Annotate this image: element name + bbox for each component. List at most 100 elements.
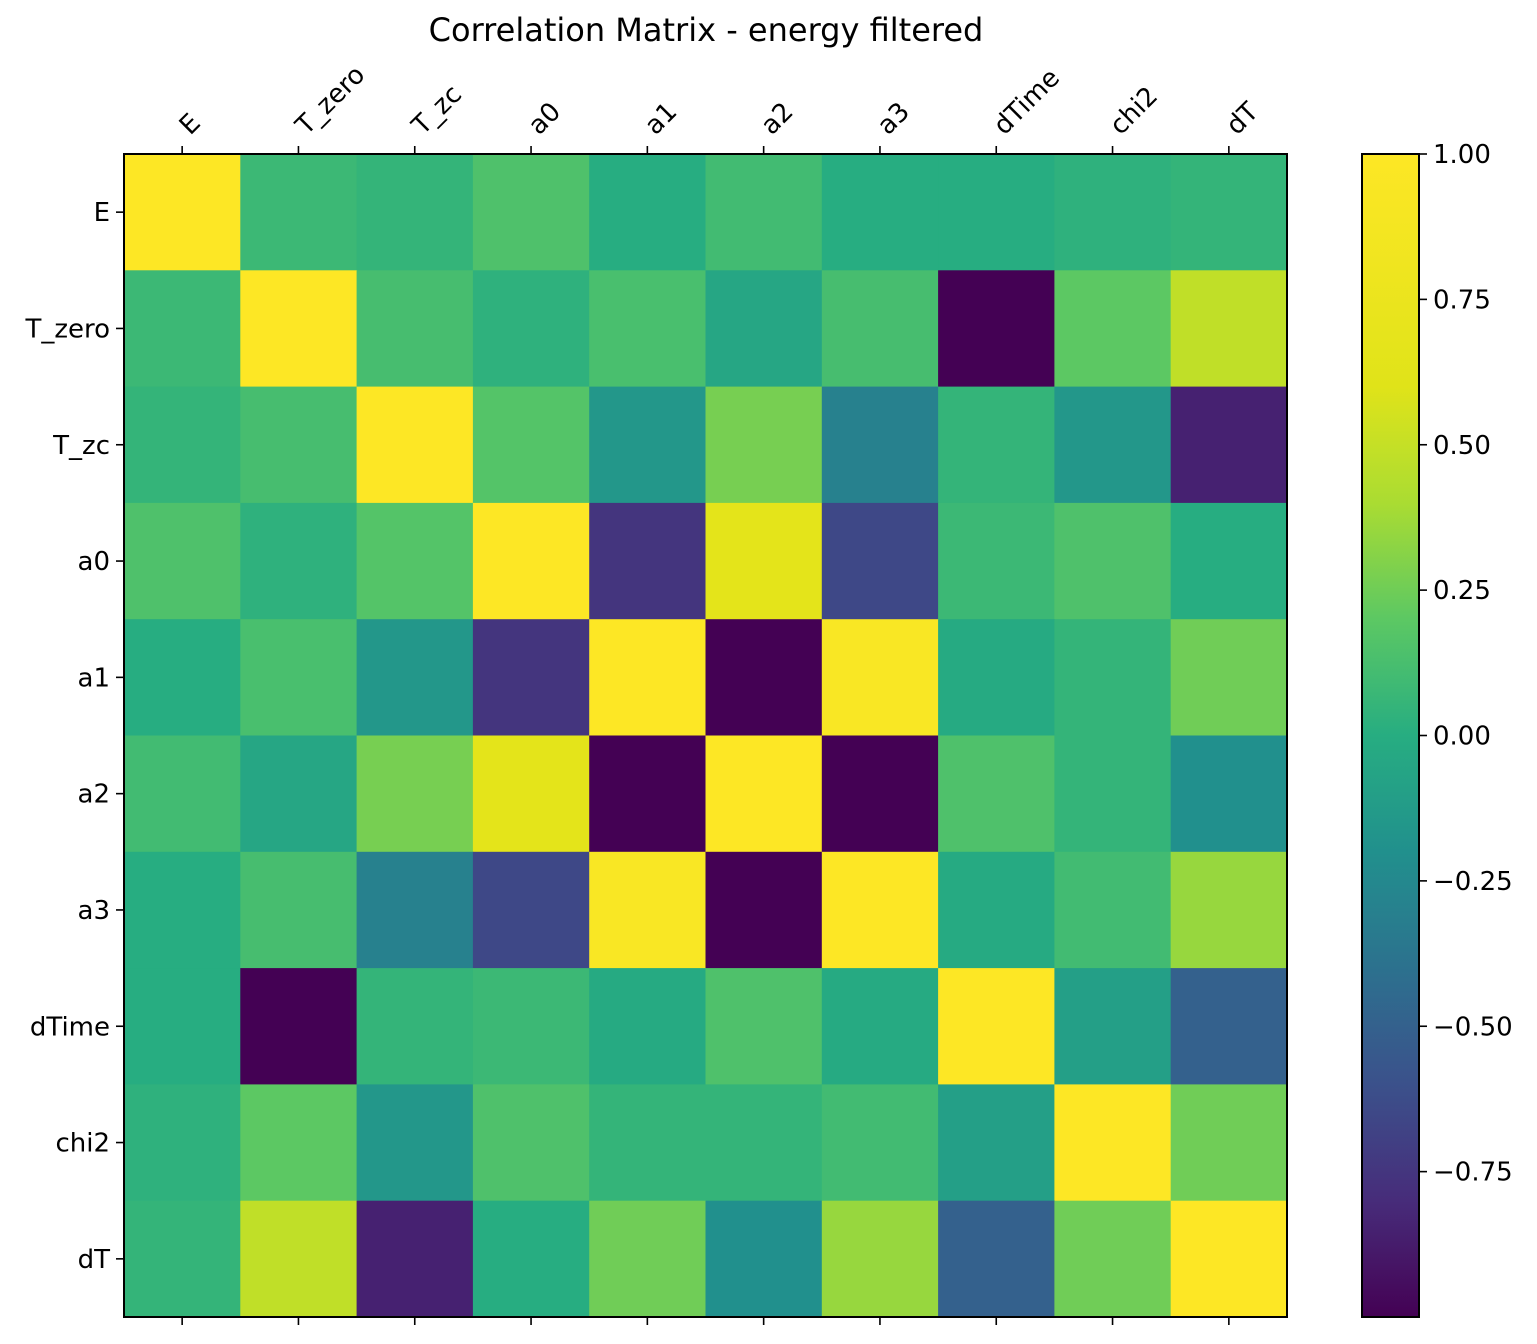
heatmap-cell-dTime-a0 (472, 968, 590, 1085)
heatmap-cell-a1-a3 (821, 619, 939, 737)
heatmap-cell-a2-a1 (589, 735, 707, 853)
colorbar-gradient (1362, 154, 1419, 1317)
heatmap-cell-dTime-a2 (705, 968, 823, 1085)
heatmap-cell-a3-a3 (821, 851, 939, 969)
heatmap-cell-a1-T_zero (240, 619, 358, 737)
heatmap-cell-a2-T_zero (240, 735, 358, 853)
heatmap-cell-a2-dT (1170, 735, 1288, 853)
heatmap-cell-a3-T_zc (356, 851, 474, 969)
heatmap-cell-chi2-chi2 (1054, 1084, 1172, 1202)
y-tick-label: T_zero (24, 314, 110, 344)
x-tick-label: dT (1221, 97, 1265, 141)
colorbar-tick-label: 0.25 (1433, 576, 1491, 606)
heatmap-cell-chi2-dTime (938, 1084, 1055, 1202)
heatmap-cell-a0-chi2 (1054, 502, 1172, 620)
heatmap-cell-chi2-dT (1170, 1084, 1288, 1202)
heatmap-cell-a2-chi2 (1054, 735, 1172, 853)
heatmap-cell-chi2-a1 (589, 1084, 707, 1202)
heatmap-cell-E-dT (1170, 154, 1288, 271)
x-tick-label: chi2 (1104, 81, 1164, 141)
heatmap-cell-E-a2 (705, 154, 823, 271)
x-tick-label: a1 (639, 97, 683, 141)
heatmap-cell-T_zc-a0 (472, 386, 590, 504)
heatmap-cell-T_zero-a1 (589, 270, 707, 388)
heatmap-cell-dTime-T_zc (356, 968, 474, 1085)
heatmap-cell-a0-T_zero (240, 502, 358, 620)
heatmap-cell-E-E (124, 154, 241, 271)
heatmap-cell-a3-a0 (472, 851, 590, 969)
heatmap-cell-dTime-dT (1170, 968, 1288, 1085)
heatmap-cell-E-a0 (472, 154, 590, 271)
x-tick-label: dTime (988, 63, 1066, 141)
x-tick-label: a3 (872, 97, 916, 141)
heatmap-cell-T_zero-chi2 (1054, 270, 1172, 388)
heatmap-cell-a0-T_zc (356, 502, 474, 620)
heatmap-cell-T_zc-T_zero (240, 386, 358, 504)
heatmap-cell-T_zero-a0 (472, 270, 590, 388)
colorbar-tick-label: 0.50 (1433, 431, 1491, 461)
heatmap-cell-chi2-a0 (472, 1084, 590, 1202)
heatmap-cell-a1-a2 (705, 619, 823, 737)
heatmap-cell-E-dTime (938, 154, 1055, 271)
heatmap-cell-T_zc-T_zc (356, 386, 474, 504)
y-tick-label: dT (78, 1245, 111, 1275)
chart-title: Correlation Matrix - energy filtered (429, 11, 984, 49)
heatmap-cell-T_zero-T_zc (356, 270, 474, 388)
heatmap-cell-T_zero-dTime (938, 270, 1055, 388)
x-tick-label: E (174, 108, 207, 141)
heatmap-cell-chi2-T_zero (240, 1084, 358, 1202)
heatmap-cell-a0-a0 (472, 502, 590, 620)
x-tick-label: a2 (755, 97, 799, 141)
colorbar-tick-label: 0.00 (1433, 722, 1491, 752)
heatmap-cell-dT-T_zc (356, 1200, 474, 1318)
heatmap-cell-E-T_zc (356, 154, 474, 271)
heatmap-cell-dT-a1 (589, 1200, 707, 1318)
heatmap-cell-chi2-a3 (821, 1084, 939, 1202)
heatmap-cell-a3-chi2 (1054, 851, 1172, 969)
heatmap-cell-dTime-dTime (938, 968, 1055, 1085)
heatmap-cell-a2-a2 (705, 735, 823, 853)
heatmap-cell-a0-dT (1170, 502, 1288, 620)
y-tick-label: chi2 (55, 1129, 110, 1159)
heatmap-cell-a0-a2 (705, 502, 823, 620)
heatmap-cell-dTime-T_zero (240, 968, 358, 1085)
y-tick-label: a1 (78, 663, 110, 693)
heatmap-cell-E-a3 (821, 154, 939, 271)
colorbar-tick-label: 0.75 (1433, 285, 1491, 315)
heatmap-cell-a1-E (124, 619, 241, 737)
heatmap-cell-T_zc-a3 (821, 386, 939, 504)
heatmap-cell-a0-dTime (938, 502, 1055, 620)
heatmap-cell-dTime-chi2 (1054, 968, 1172, 1085)
heatmap-cell-E-T_zero (240, 154, 358, 271)
heatmap-cell-chi2-E (124, 1084, 241, 1202)
heatmap-cell-dT-T_zero (240, 1200, 358, 1318)
plot-frame (123, 153, 1288, 1318)
heatmap-cell-dTime-E (124, 968, 241, 1085)
heatmap-cell-a1-chi2 (1054, 619, 1172, 737)
y-tick-label: a0 (78, 547, 110, 577)
heatmap-cell-dT-dTime (938, 1200, 1055, 1318)
x-tick-label: T_zc (406, 80, 468, 142)
heatmap-cell-dTime-a3 (821, 968, 939, 1085)
y-tick-labels: E T_zero T_zc a0 a1 a2 a3 dTime chi2 dT (24, 198, 124, 1275)
colorbar-tick-label: −0.25 (1433, 867, 1513, 897)
heatmap-cell-dT-dT (1170, 1200, 1288, 1318)
heatmap-cell-a2-T_zc (356, 735, 474, 853)
x-tick-label: T_zero (289, 60, 371, 142)
heatmap-cell-E-chi2 (1054, 154, 1172, 271)
colorbar-tick-label: 1.00 (1433, 140, 1491, 170)
heatmap-cell-dT-a0 (472, 1200, 590, 1318)
heatmap-cell-a2-a3 (821, 735, 939, 853)
heatmap-cell-a3-a2 (705, 851, 823, 969)
heatmap-cell-dTime-a1 (589, 968, 707, 1085)
heatmap-cell-a3-E (124, 851, 241, 969)
heatmap-cell-a1-dT (1170, 619, 1288, 737)
heatmap-cell-chi2-T_zc (356, 1084, 474, 1202)
heatmap-cell-a1-T_zc (356, 619, 474, 737)
heatmap-cell-a0-a3 (821, 502, 939, 620)
heatmap-cell-E-a1 (589, 154, 707, 271)
x-tick-label: a0 (523, 97, 567, 141)
heatmap-cell-a3-dT (1170, 851, 1288, 969)
